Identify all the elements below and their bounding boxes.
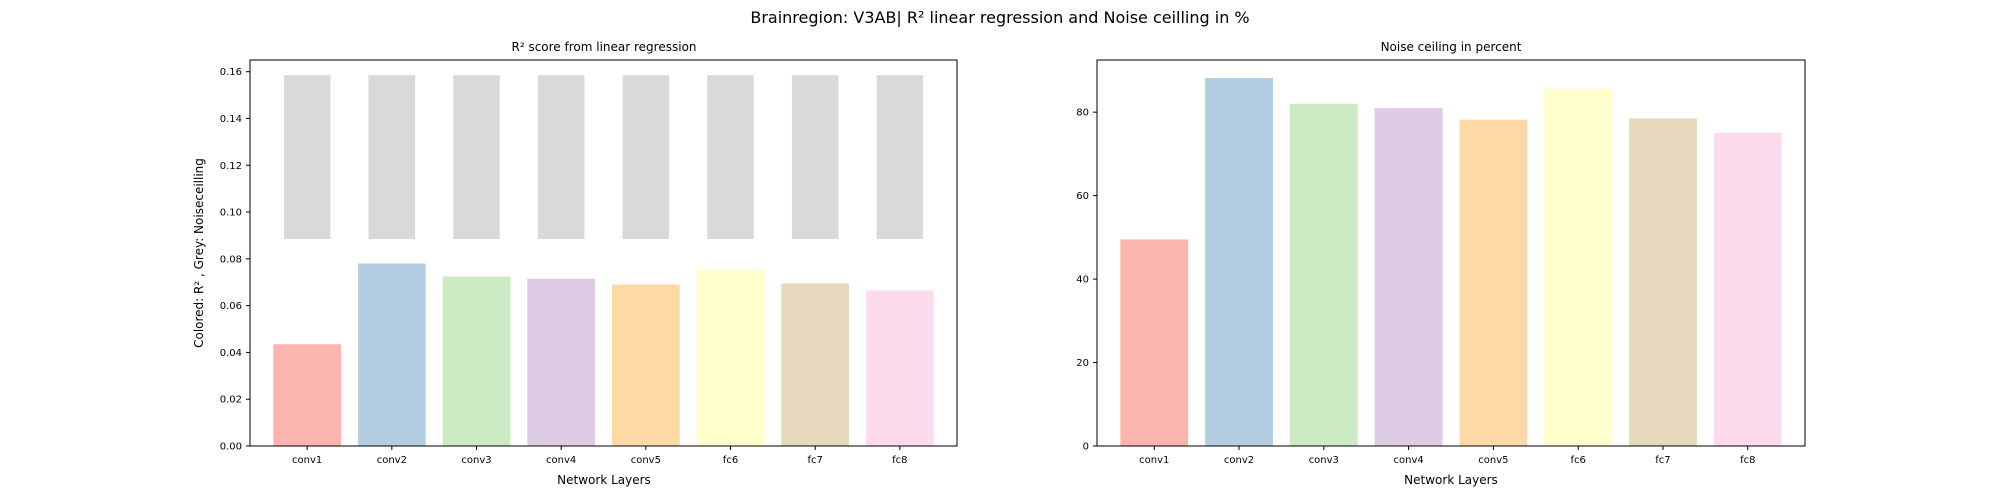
noise-bar-fc7 xyxy=(1629,118,1697,446)
r2-x-tick-label: conv4 xyxy=(546,455,576,466)
r2-y-tick-label: 0.10 xyxy=(220,208,242,219)
r2-noiseceiling-bar xyxy=(622,75,670,239)
r2-x-tick-label: conv2 xyxy=(377,455,407,466)
noise-bar-conv5 xyxy=(1459,119,1528,446)
r2-noiseceiling-bar xyxy=(453,75,500,239)
r2-bars xyxy=(273,75,934,446)
r2-noiseceiling-bar xyxy=(368,75,416,239)
r2-noiseceiling-bar xyxy=(537,75,585,239)
noise-bar-conv4 xyxy=(1374,107,1443,446)
noise-x-tick-label: conv1 xyxy=(1139,455,1169,466)
r2-x-tick-label: fc7 xyxy=(807,455,822,466)
r2-bar-conv4 xyxy=(527,278,596,446)
r2-x-axis-label: Network Layers xyxy=(557,473,651,487)
noise-bar-conv2 xyxy=(1205,77,1273,446)
r2-bar-fc7 xyxy=(781,283,850,446)
r2-x-tick-label: conv5 xyxy=(631,455,661,466)
r2-x-tick-label: fc6 xyxy=(723,455,738,466)
noise-plot-frame xyxy=(1096,59,1806,447)
r2-noiseceiling-bar xyxy=(876,75,924,239)
noise-x-tick-label: conv3 xyxy=(1309,455,1339,466)
noise-x-tick-label: conv4 xyxy=(1393,455,1423,466)
r2-y-axis: 0.00 0.02 0.04 0.06 0.08 0.10 0.12 0.14 0.16 xyxy=(220,67,250,453)
noise-chart-title: Noise ceiling in percent xyxy=(1381,40,1522,54)
noise-x-tick-label: conv2 xyxy=(1224,455,1254,466)
noise-y-tick-label: 40 xyxy=(1076,275,1089,286)
r2-plot-frame xyxy=(249,59,958,447)
r2-bar-fc6 xyxy=(696,269,765,446)
noise-x-axis: conv1 conv2 conv3 conv4 conv5 fc6 fc7 fc8 xyxy=(1139,446,1755,466)
noise-y-tick-label: 80 xyxy=(1076,108,1089,119)
noise-x-tick-label: fc7 xyxy=(1655,455,1670,466)
noise-x-tick-label: fc6 xyxy=(1570,455,1585,466)
r2-noiseceiling-bar xyxy=(707,75,754,239)
r2-x-tick-label: fc8 xyxy=(892,455,907,466)
r2-y-tick-label: 0.02 xyxy=(220,395,242,406)
noise-y-axis: 0 20 40 60 80 xyxy=(1076,108,1097,453)
r2-y-tick-label: 0.14 xyxy=(220,114,242,125)
noise-y-tick-label: 20 xyxy=(1076,358,1089,369)
noise-x-tick-label: conv5 xyxy=(1478,455,1508,466)
r2-bar-conv3 xyxy=(442,276,511,446)
r2-y-tick-label: 0.06 xyxy=(220,301,242,312)
r2-x-tick-label: conv3 xyxy=(461,455,491,466)
r2-x-axis: conv1 conv2 conv3 conv4 conv5 fc6 fc7 fc8 xyxy=(292,446,908,466)
noise-bar-conv3 xyxy=(1289,103,1358,446)
r2-y-tick-label: 0.04 xyxy=(220,348,242,359)
noise-y-tick-label: 0 xyxy=(1083,442,1089,453)
noise-bars xyxy=(1120,77,1782,446)
noise-bar-fc6 xyxy=(1544,88,1613,446)
r2-y-tick-label: 0.16 xyxy=(220,67,242,78)
noise-bar-fc8 xyxy=(1713,133,1782,446)
noise-x-axis-label: Network Layers xyxy=(1404,473,1498,487)
r2-y-axis-label: Colored: R² , Grey: Noiseceilling xyxy=(192,158,206,348)
r2-y-tick-label: 0.12 xyxy=(220,161,242,172)
r2-y-tick-label: 0.00 xyxy=(220,442,242,453)
r2-chart-title: R² score from linear regression xyxy=(511,40,696,54)
r2-chart: R² score from linear regression 0.00 0.02… xyxy=(192,40,958,487)
r2-bar-conv1 xyxy=(273,344,342,446)
r2-noiseceiling-bar xyxy=(283,75,331,239)
r2-noiseceiling-bar xyxy=(791,75,839,239)
r2-y-tick-label: 0.08 xyxy=(220,254,242,265)
noise-bar-conv1 xyxy=(1120,239,1189,446)
noise-x-tick-label: fc8 xyxy=(1740,455,1755,466)
r2-bar-conv2 xyxy=(357,263,426,446)
r2-bar-fc8 xyxy=(865,290,934,446)
figure-title: Brainregion: V3AB| R² linear regression … xyxy=(750,8,1249,27)
r2-x-tick-label: conv1 xyxy=(292,455,322,466)
noise-y-tick-label: 60 xyxy=(1076,191,1089,202)
r2-bar-conv5 xyxy=(611,284,680,446)
noise-chart: Noise ceiling in percent 0 20 40 60 80 conv1… xyxy=(1076,40,1806,487)
